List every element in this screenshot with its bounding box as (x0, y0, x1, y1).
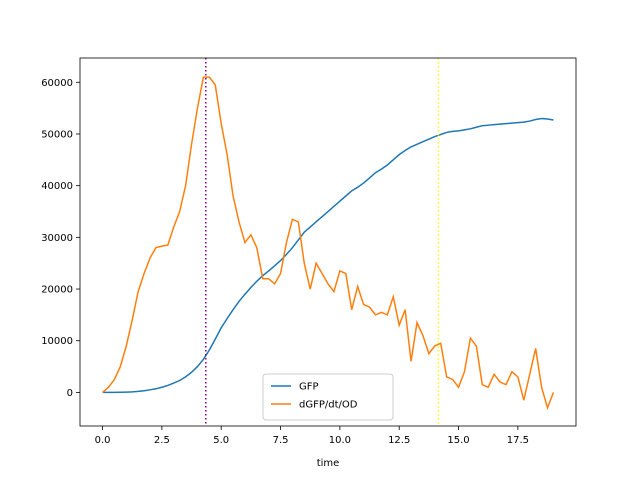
plot-area: 0.0 2.5 5.0 7.5 10.0 12.5 15.0 17.5 0 10000 20000 3… (41, 57, 577, 446)
y-tick-label: 10000 (41, 336, 73, 347)
x-tick-label: 15.0 (447, 435, 469, 446)
x-tick-label: 12.5 (388, 435, 410, 446)
y-tick-label: 20000 (41, 285, 73, 296)
y-tick-label: 60000 (41, 78, 73, 89)
legend-label: GFP (299, 382, 319, 393)
x-tick-label: 5.0 (213, 435, 229, 446)
series-line (102, 76, 555, 411)
y-tick-label: 30000 (41, 233, 73, 244)
x-tick-label: 10.0 (329, 435, 351, 446)
legend: GFP dGFP/dt/OD (262, 373, 394, 421)
x-tick-label: 7.5 (273, 435, 289, 446)
axes-frame (79, 57, 577, 427)
x-axis-label: time (317, 458, 340, 469)
legend-label: dGFP/dt/OD (299, 400, 358, 411)
series-line (102, 117, 554, 394)
x-tick-label: 17.5 (507, 435, 529, 446)
y-tick-label: 50000 (41, 129, 73, 140)
x-tick-label: 2.5 (154, 435, 170, 446)
y-tick-label: 40000 (41, 181, 73, 192)
legend-box (262, 373, 394, 421)
y-tick-label: 0 (67, 388, 73, 399)
x-tick-label: 0.0 (95, 435, 111, 446)
